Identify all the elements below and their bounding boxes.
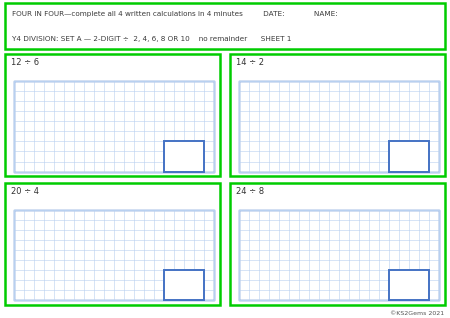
Text: 14 ÷ 2: 14 ÷ 2 <box>236 58 264 67</box>
Bar <box>389 142 429 172</box>
Text: FOUR IN FOUR—complete all 4 written calculations in 4 minutes         DATE:     : FOUR IN FOUR—complete all 4 written calc… <box>12 11 338 17</box>
Text: 12 ÷ 6: 12 ÷ 6 <box>11 58 39 67</box>
Bar <box>389 270 429 301</box>
Bar <box>14 210 214 301</box>
Bar <box>239 81 439 172</box>
Bar <box>239 210 439 301</box>
Text: ©KS2Gems 2021: ©KS2Gems 2021 <box>391 311 445 316</box>
Text: 24 ÷ 8: 24 ÷ 8 <box>236 187 264 196</box>
Bar <box>14 81 214 172</box>
Text: Y4 DIVISION: SET A — 2-DIGIT ÷  2, 4, 6, 8 OR 10    no remainder      SHEET 1: Y4 DIVISION: SET A — 2-DIGIT ÷ 2, 4, 6, … <box>12 36 291 42</box>
Bar <box>164 270 204 301</box>
Text: 20 ÷ 4: 20 ÷ 4 <box>11 187 39 196</box>
Bar <box>164 142 204 172</box>
